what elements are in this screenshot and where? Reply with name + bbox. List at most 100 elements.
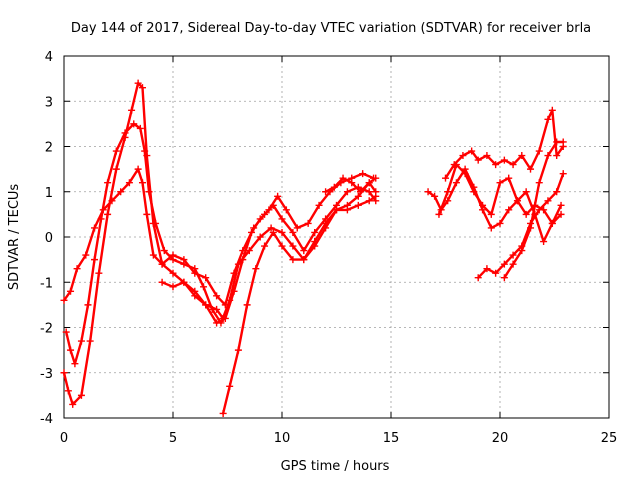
y-tick-label: -1 bbox=[40, 276, 53, 291]
data-point bbox=[522, 210, 530, 218]
data-point bbox=[278, 242, 286, 250]
data-point bbox=[535, 147, 543, 155]
data-point bbox=[60, 369, 68, 377]
y-tick-labels: -4 -3 -2 -1 0 1 2 3 4 bbox=[40, 50, 53, 427]
series-track-4 bbox=[219, 192, 380, 417]
data-point bbox=[333, 206, 340, 214]
data-point bbox=[553, 138, 561, 146]
data-point bbox=[468, 147, 476, 155]
data-point bbox=[77, 337, 85, 345]
data-point bbox=[128, 106, 136, 114]
series-track-8 bbox=[442, 106, 567, 182]
data-point bbox=[444, 188, 452, 196]
data-point bbox=[527, 165, 535, 173]
data-point bbox=[104, 210, 112, 218]
data-point bbox=[322, 219, 330, 227]
data-point bbox=[424, 188, 432, 196]
data-point bbox=[343, 188, 351, 196]
data-point bbox=[278, 215, 286, 223]
data-point bbox=[474, 274, 482, 282]
data-point bbox=[256, 215, 264, 223]
data-series bbox=[60, 79, 567, 417]
data-point bbox=[261, 242, 269, 250]
data-point bbox=[274, 192, 282, 200]
data-point bbox=[252, 265, 260, 273]
data-point bbox=[289, 228, 297, 236]
data-point bbox=[62, 328, 70, 336]
data-point bbox=[311, 228, 319, 236]
x-axis-label: GPS time / hours bbox=[281, 459, 390, 474]
data-point bbox=[169, 283, 177, 291]
y-tick-label: 4 bbox=[45, 50, 53, 65]
series-trace bbox=[444, 109, 565, 180]
data-point bbox=[117, 188, 125, 196]
data-point bbox=[130, 120, 138, 128]
data-point bbox=[77, 391, 85, 399]
data-point bbox=[359, 170, 367, 178]
series-track-6 bbox=[424, 165, 565, 232]
data-point bbox=[496, 179, 504, 187]
data-point bbox=[230, 287, 238, 295]
data-point bbox=[540, 238, 548, 246]
chart-title: Day 144 of 2017, Sidereal Day-to-day VTE… bbox=[71, 21, 591, 36]
data-point bbox=[505, 174, 513, 182]
data-point bbox=[500, 274, 508, 282]
data-point bbox=[483, 152, 491, 160]
data-point bbox=[431, 192, 439, 200]
data-point bbox=[104, 179, 112, 187]
data-point bbox=[67, 346, 75, 354]
series-track-11 bbox=[322, 174, 380, 196]
data-point bbox=[559, 138, 567, 146]
data-point bbox=[509, 161, 517, 169]
data-point bbox=[243, 301, 251, 309]
y-tick-label: 2 bbox=[45, 141, 53, 156]
data-point bbox=[71, 360, 79, 368]
data-point bbox=[372, 174, 380, 182]
data-point bbox=[544, 152, 552, 160]
data-point bbox=[343, 206, 351, 214]
data-point bbox=[509, 260, 517, 268]
data-point bbox=[219, 409, 227, 417]
data-point bbox=[180, 260, 188, 268]
data-point bbox=[91, 224, 99, 232]
data-point bbox=[500, 260, 508, 268]
data-point bbox=[459, 152, 467, 160]
data-point bbox=[82, 251, 90, 259]
data-point bbox=[149, 219, 157, 227]
x-tick-label: 25 bbox=[601, 431, 618, 446]
y-tick-label: 3 bbox=[45, 95, 53, 110]
data-point bbox=[461, 170, 469, 178]
data-point bbox=[125, 179, 133, 187]
data-point bbox=[479, 201, 487, 209]
data-point bbox=[202, 301, 210, 309]
data-point bbox=[134, 79, 142, 87]
data-point bbox=[474, 156, 482, 164]
data-point bbox=[315, 201, 323, 209]
data-point bbox=[169, 256, 177, 264]
data-point bbox=[143, 210, 151, 218]
data-point bbox=[245, 247, 253, 255]
data-point bbox=[160, 247, 168, 255]
data-point bbox=[169, 269, 177, 277]
data-point bbox=[278, 228, 286, 236]
data-point bbox=[500, 156, 508, 164]
data-point bbox=[496, 219, 504, 227]
data-point bbox=[483, 265, 491, 273]
data-point bbox=[293, 224, 301, 232]
x-tick-labels: 0 5 10 15 20 25 bbox=[60, 431, 617, 446]
data-point bbox=[180, 278, 188, 286]
data-point bbox=[518, 247, 526, 255]
data-point bbox=[518, 152, 526, 160]
data-point bbox=[213, 292, 221, 300]
data-point bbox=[221, 314, 229, 322]
data-point bbox=[522, 188, 530, 196]
data-point bbox=[452, 179, 460, 187]
data-point bbox=[356, 188, 364, 196]
data-point bbox=[544, 197, 552, 205]
data-point bbox=[470, 188, 478, 196]
data-point bbox=[442, 174, 449, 182]
data-point bbox=[97, 215, 105, 223]
series-trace bbox=[503, 140, 565, 279]
data-point bbox=[322, 188, 330, 196]
data-point bbox=[202, 274, 210, 282]
